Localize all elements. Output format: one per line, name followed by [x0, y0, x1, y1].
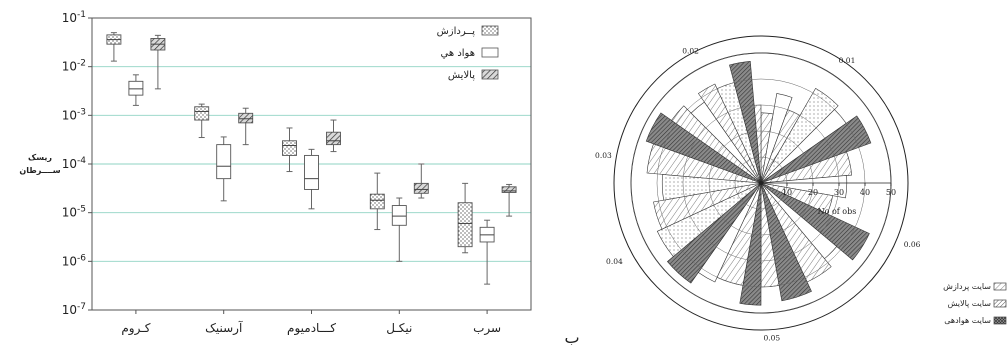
polar-sector: [656, 182, 762, 257]
box-plot-category-label: سرب: [473, 321, 501, 336]
box-body: [501, 186, 517, 193]
polar-legend: سایت پردازش سایت پالایش سایت هوادهی: [943, 282, 1007, 325]
polar-legend-label: سایت پردازش: [943, 282, 991, 291]
box-plot-y-tick-label: 10-2: [62, 59, 86, 74]
box-body: [194, 106, 210, 121]
polar-legend-swatch: [993, 316, 1007, 325]
box-plot-legend-swatch: [481, 69, 499, 80]
polar-sectors: [645, 60, 872, 306]
polar-histogram-chart: 10 20 30 40 50 No of obs 0.010.020.030.040.0…: [595, 35, 1007, 343]
polar-sector: [760, 182, 870, 261]
polar-legend-swatch: [993, 299, 1007, 308]
polar-sector: [760, 151, 853, 184]
box-plot-ylabel-line1: ریسک: [28, 153, 52, 162]
box-plot-category-label: کـــادمیوم: [287, 321, 336, 336]
box-plot-category-label: کـروم: [121, 321, 150, 336]
box-1-0: [128, 74, 144, 106]
box-plot-legend-label: پــردازش: [437, 26, 476, 37]
box-2-3: [413, 163, 429, 199]
box-plot-y-tick-label: 10-3: [62, 107, 86, 122]
box-body: [128, 80, 144, 96]
box-plot-y-tick-label: 10-4: [62, 156, 87, 171]
box-plot-y-tick-label: 10-1: [62, 10, 86, 25]
box-body: [326, 131, 341, 146]
polar-direction-label: 0.03: [595, 151, 612, 160]
box-0-4: [457, 182, 473, 254]
polar-sector: [760, 93, 793, 184]
polar-sector: [666, 182, 762, 284]
polar-sector: [760, 87, 839, 184]
polar-sector: [760, 115, 872, 184]
polar-sector: [671, 105, 762, 184]
polar-sector: [697, 83, 762, 184]
box-1-1: [216, 136, 232, 202]
polar-direction-label: 0.02: [682, 47, 699, 56]
polar-center-dot: [758, 180, 764, 186]
polar-sector: [760, 182, 812, 302]
box-1-2: [304, 148, 319, 210]
box-plot-y-tick-label: 10-5: [62, 205, 86, 220]
box-plot-y-tick-labels: 10-7 10-6 10-5 10-4 10-3 10-2 10-1: [62, 10, 87, 317]
polar-radial-tick-label: 20: [808, 188, 818, 197]
box-plot-chart: 10-7 10-6 10-5 10-4 10-3 10-2 10-1 کـروم آرسنیک…: [19, 10, 532, 336]
box-plot-legend-label: هواد هي: [441, 48, 475, 59]
polar-direction-labels: 0.01 0.02 0.03 0.04 0.05 0.06: [595, 47, 921, 343]
polar-legend-label: سایت هوادهی: [944, 316, 991, 325]
box-2-1: [238, 107, 254, 146]
box-body: [391, 205, 407, 226]
polar-sector: [645, 112, 762, 184]
box-plot-x-tick-labels: کـروم آرسنیک کـــادمیوم نیکـل سرب: [121, 310, 501, 336]
box-body: [216, 144, 232, 180]
box-body: [282, 140, 297, 156]
box-body: [238, 112, 254, 124]
polar-radial-ticks: 10 20 30 40 50: [782, 183, 896, 197]
polar-direction-label: 0.01: [839, 56, 856, 65]
box-body: [304, 154, 319, 190]
box-body: [413, 182, 429, 194]
box-plot-legend-label: پالايش: [448, 70, 475, 81]
polar-sector: [729, 60, 762, 184]
box-plot-y-tick-label: 10-7: [62, 302, 86, 317]
box-body: [457, 202, 473, 248]
box-0-1: [194, 103, 210, 139]
polar-radial-tick-label: 10: [782, 188, 792, 197]
box-0-3: [369, 172, 385, 231]
polar-radial-axis-label: No of obs: [818, 207, 857, 216]
box-1-3: [391, 197, 407, 262]
box-0-2: [282, 127, 297, 173]
polar-direction-label: 0.06: [904, 240, 921, 249]
box-1-4: [479, 219, 495, 285]
polar-radial-tick-label: 30: [834, 188, 844, 197]
box-0-0: [106, 32, 122, 62]
polar-legend-label: سایت پالایش: [948, 299, 992, 308]
polar-direction-label: 0.05: [763, 334, 780, 343]
box-body: [369, 193, 385, 210]
polar-legend-swatch: [993, 282, 1007, 291]
polar-sector: [653, 182, 762, 230]
box-2-4: [501, 183, 517, 217]
box-plot-y-tick-label: 10-6: [62, 253, 87, 268]
box-plot-ylabel-line2: ســــرطان: [19, 166, 60, 175]
box-plot-marks: [106, 32, 517, 285]
polar-radial-tick-label: 40: [860, 188, 870, 197]
box-plot-legend: پــردازش هواد هي پالايش: [437, 25, 499, 81]
box-plot-category-label: نیکـل: [386, 321, 412, 335]
box-plot-legend-swatch: [481, 25, 499, 36]
box-plot-category-label: آرسنیک: [205, 320, 243, 336]
box-2-0: [150, 34, 166, 90]
box-plot-legend-swatch: [481, 47, 499, 58]
polar-radial-tick-label: 50: [886, 188, 896, 197]
polar-direction-label: 0.04: [606, 257, 623, 266]
box-2-2: [326, 119, 341, 153]
panel-letter: ب: [564, 328, 579, 345]
polar-sector: [760, 175, 848, 199]
